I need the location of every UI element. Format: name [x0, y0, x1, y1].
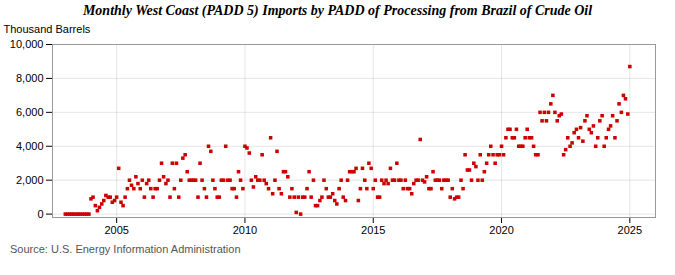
- html-text:Monthly West Coast (PADD 5) Im: Monthly West Coast (PADD 5) Imports by P…: [82, 3, 593, 18]
- svg-text:2005: 2005: [104, 224, 128, 236]
- svg-text:2,000: 2,000: [16, 174, 44, 186]
- svg-text:Thousand Barrels: Thousand Barrels: [4, 23, 91, 35]
- svg-text:2015: 2015: [361, 224, 385, 236]
- svg-text:2020: 2020: [489, 224, 513, 236]
- svg-text:2025: 2025: [618, 224, 642, 236]
- svg-text:6,000: 6,000: [16, 106, 44, 118]
- html-text:Source: U.S. Energy Informatio: Source: U.S. Energy Information Administ…: [10, 243, 241, 255]
- svg-text:10,000: 10,000: [10, 38, 44, 50]
- svg-text:2010: 2010: [233, 224, 257, 236]
- svg-text:0: 0: [37, 208, 43, 220]
- svg-text:8,000: 8,000: [16, 72, 44, 84]
- svg-text:4,000: 4,000: [16, 140, 44, 152]
